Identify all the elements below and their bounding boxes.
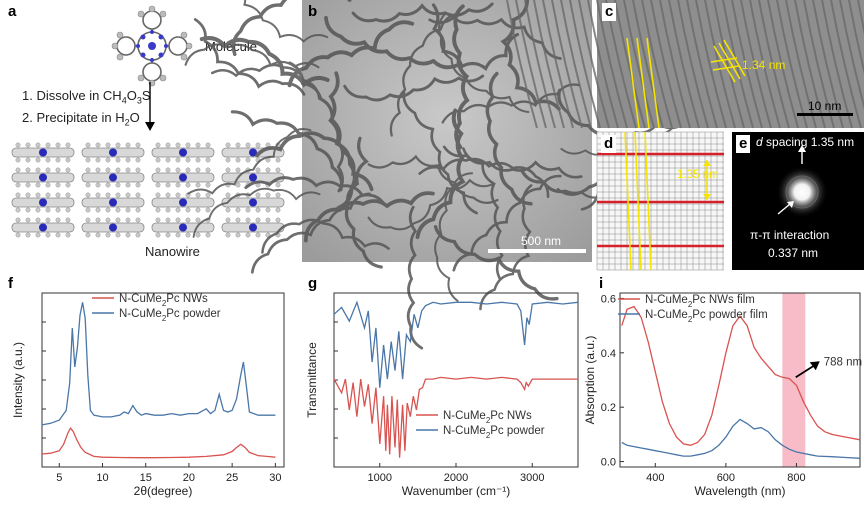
pi-interaction-label: π-π interaction xyxy=(750,228,830,242)
highlight-band xyxy=(782,293,806,467)
cu-atom xyxy=(39,198,47,207)
molecule-illustration xyxy=(111,5,193,87)
series-line-blue xyxy=(41,302,276,426)
lattice-spacing-d: 1.35 nm xyxy=(677,169,719,181)
cu-atom xyxy=(109,148,117,157)
panel-label-g: g xyxy=(308,275,318,292)
lattice-spacing-c: 1.34 nm xyxy=(742,58,786,72)
series-line-red xyxy=(333,376,578,458)
x-tick-label: 30 xyxy=(269,472,281,484)
x-tick-label: 400 xyxy=(646,472,664,484)
nanowire-label: Nanowire xyxy=(145,244,200,259)
x-tick-label: 2000 xyxy=(444,472,468,484)
cu-atom xyxy=(109,198,117,207)
cu-atom xyxy=(249,148,257,157)
xrd-chart: 5 10 15 20 25 30 2θ(degree) Intensity (a.u.) N-C… xyxy=(11,292,285,498)
hrtem-image xyxy=(506,0,864,129)
series-line-red xyxy=(41,427,276,459)
x-tick-label: 5 xyxy=(56,472,62,484)
legend-entry: N-CuMe2Pc NWs xyxy=(443,410,532,425)
cu-atom xyxy=(249,173,257,182)
synthesis-step-2: 2. Precipitate in H2O xyxy=(22,110,140,128)
x-tick-label: 3000 xyxy=(520,472,544,484)
y-tick-label: 0.2 xyxy=(601,402,616,414)
ftir-chart: 1000 2000 3000 Wavenumber (cm⁻¹) Transmittan… xyxy=(305,292,579,498)
legend-entry: N-CuMe2Pc powder film xyxy=(645,309,768,324)
panel-label-a: a xyxy=(8,3,17,20)
down-arrow-icon xyxy=(145,82,155,131)
legend-entry: N-CuMe2Pc powder xyxy=(119,308,221,323)
absorption-chart: 400 600 800 0.0 0.2 0.4 0.6 Wavelength (nm) Abso… xyxy=(583,292,862,498)
diffraction-pattern-image xyxy=(732,132,864,270)
x-tick-label: 1000 xyxy=(368,472,392,484)
cu-atom xyxy=(179,148,187,157)
scalebar xyxy=(797,113,853,116)
legend-entry: N-CuMe2Pc NWs xyxy=(119,293,208,308)
pi-interaction-value: 0.337 nm xyxy=(768,246,819,260)
simulated-lattice-image xyxy=(596,131,724,271)
y-tick-label: 0.0 xyxy=(601,457,616,469)
cu-atom xyxy=(179,173,187,182)
y-tick-label: 0.4 xyxy=(601,348,616,360)
series-line-blue xyxy=(621,418,861,459)
legend-entry: N-CuMe2Pc powder xyxy=(443,425,545,440)
x-tick-label: 800 xyxy=(787,472,805,484)
cu-atom xyxy=(179,198,187,207)
cu-atom xyxy=(249,223,257,232)
y-axis-label: Transmittance xyxy=(305,342,319,418)
series-line-blue xyxy=(333,300,579,388)
y-axis-label: Intensity (a.u.) xyxy=(11,342,25,418)
panel-label-b: b xyxy=(308,3,318,20)
annotation-arrowhead xyxy=(809,361,820,371)
x-tick-label: 20 xyxy=(183,472,195,484)
y-axis-label: Absorption (a.u.) xyxy=(583,336,597,425)
cu-atom xyxy=(109,223,117,232)
x-axis-label: Wavelength (nm) xyxy=(695,484,786,498)
panel-label-d: d xyxy=(601,135,617,153)
cu-atom xyxy=(249,198,257,207)
plot-frame xyxy=(333,292,579,468)
cu-atom xyxy=(39,223,47,232)
x-tick-label: 10 xyxy=(96,472,108,484)
annotation-788nm: 788 nm xyxy=(824,356,862,368)
plot-frame xyxy=(619,292,861,468)
cu-atom xyxy=(39,148,47,157)
legend-entry: N-CuMe2Pc NWs film xyxy=(645,294,755,309)
cu-atom xyxy=(109,173,117,182)
cu-atom xyxy=(179,223,187,232)
nanowire-stack-illustration xyxy=(11,142,285,238)
d-spacing-label: d spacing 1.35 nm xyxy=(756,135,855,149)
cu-atom xyxy=(39,173,47,182)
tem-image xyxy=(184,0,696,350)
panel-label-i: i xyxy=(599,275,604,292)
y-tick-label: 0.6 xyxy=(601,293,616,305)
synthesis-step-1: 1. Dissolve in CH4O3S xyxy=(22,88,151,106)
x-tick-label: 15 xyxy=(140,472,152,484)
panel-label-e: e xyxy=(736,135,751,153)
x-axis-label: Wavenumber (cm⁻¹) xyxy=(402,484,511,498)
series-line-red xyxy=(621,305,861,446)
scalebar xyxy=(488,249,586,253)
x-tick-label: 600 xyxy=(717,472,735,484)
panel-label-c: c xyxy=(602,3,617,21)
x-axis-label: 2θ(degree) xyxy=(134,484,193,498)
scalebar-label-c: 10 nm xyxy=(808,99,842,113)
panel-label-f: f xyxy=(8,275,13,292)
x-tick-label: 25 xyxy=(226,472,238,484)
scalebar-label-b: 500 nm xyxy=(521,234,562,248)
